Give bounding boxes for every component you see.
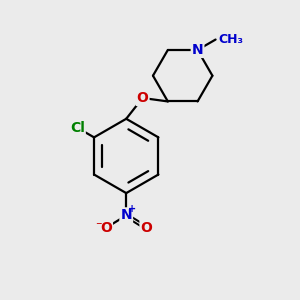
Text: O: O	[140, 221, 152, 235]
Text: ⁻: ⁻	[95, 220, 102, 233]
Text: CH₃: CH₃	[218, 33, 243, 46]
Text: N: N	[192, 43, 203, 57]
Text: +: +	[128, 204, 136, 214]
Text: N: N	[120, 208, 132, 222]
Text: Cl: Cl	[70, 121, 85, 135]
Text: O: O	[100, 221, 112, 235]
Text: O: O	[136, 91, 148, 105]
